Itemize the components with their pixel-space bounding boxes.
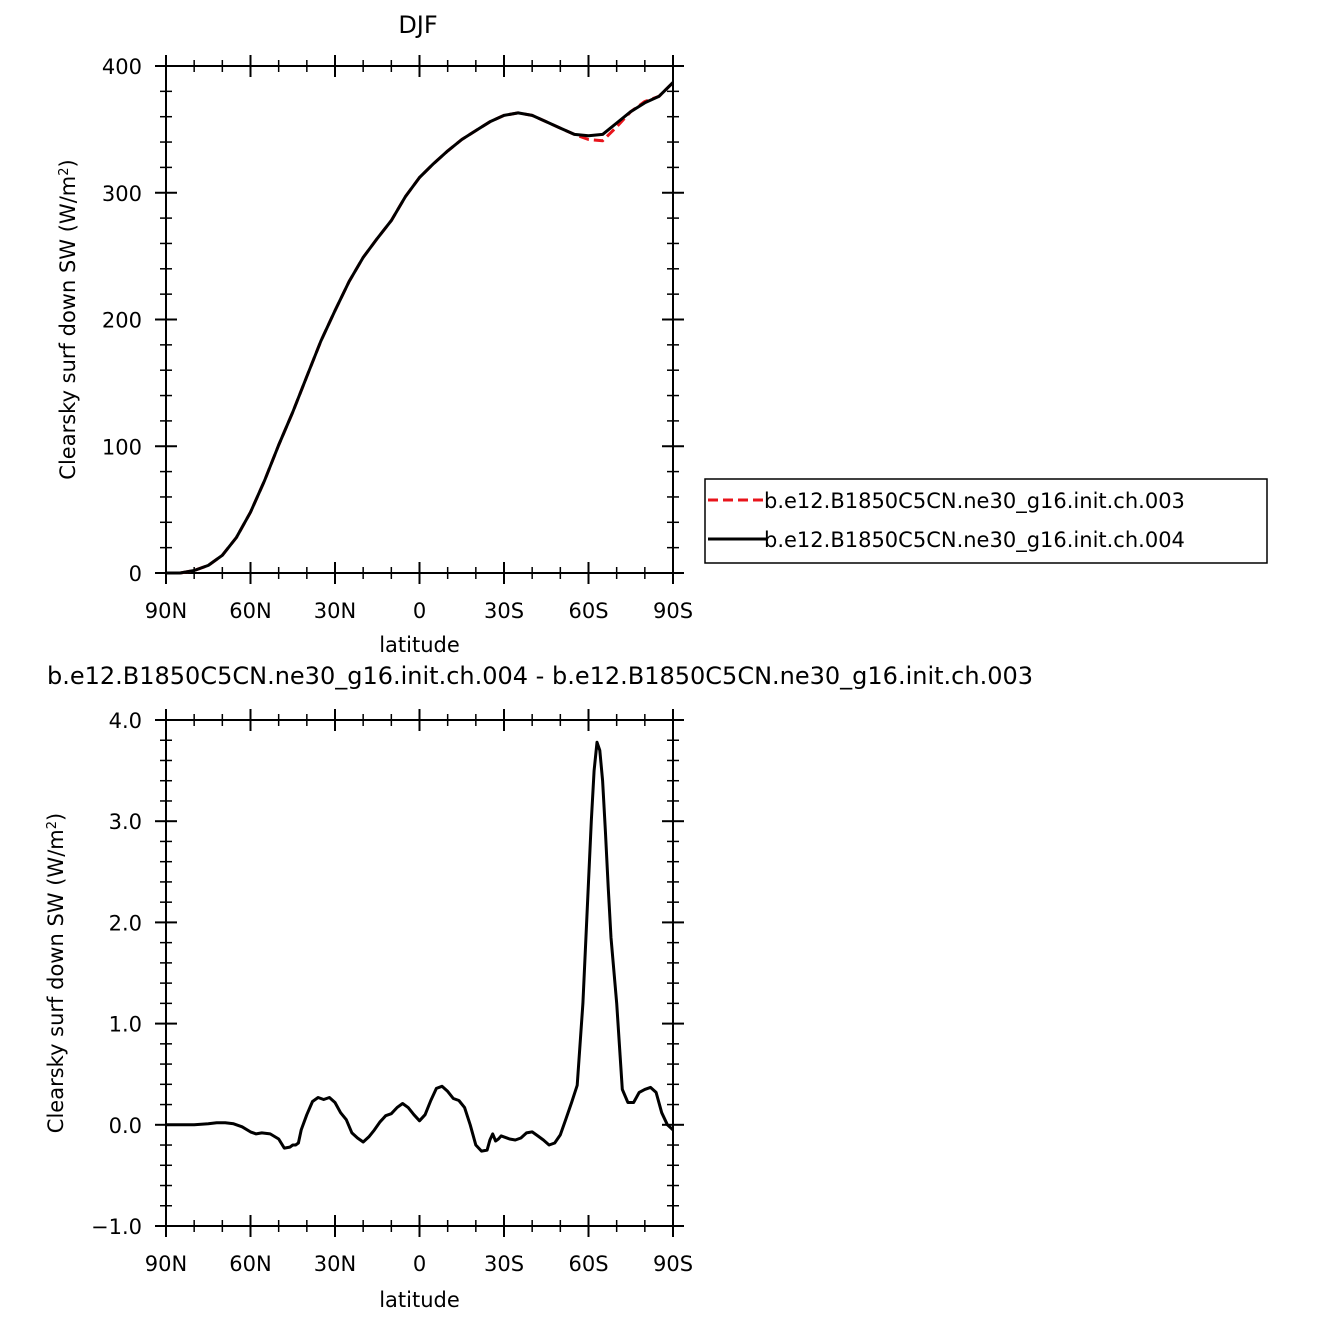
y-axis-label-superscript: 2 [57,167,72,175]
x-tick-label: 0 [413,599,426,623]
x-tick-label: 30S [484,599,524,623]
top-chart-tick-labels: 90N 60N 30N 0 30S 60S 90S 0 100 200 300 400 [102,55,693,623]
x-axis-label: latitude [379,633,460,657]
x-tick-label: 60N [229,1252,271,1276]
y-axis-label-close: ) [44,813,68,821]
y-axis-label-close: ) [56,159,80,167]
x-tick-label: 60N [229,599,271,623]
top-chart-ticks [155,55,684,584]
top-chart-series [166,81,675,575]
x-tick-label: 60S [568,599,608,623]
plot-frame [165,65,674,574]
y-axis-label-main: Clearsky surf down SW (W/m [44,829,68,1133]
y-axis-label: Clearsky surf down SW (W/m2) [56,159,80,479]
y-tick-label: 0 [129,562,142,586]
legend: b.e12.B1850C5CN.ne30_g16.init.ch.003 b.e… [704,478,1268,564]
y-tick-label: 4.0 [109,709,142,733]
chart-title: b.e12.B1850C5CN.ne30_g16.init.ch.004 - b… [47,662,1033,690]
y-tick-label: 2.0 [109,911,142,935]
y-tick-label: 400 [102,55,142,79]
y-axis-label: Clearsky surf down SW (W/m2) [44,813,68,1133]
plot-frame [165,719,674,1227]
chart-title: DJF [398,11,437,39]
bottom-chart-difference: b.e12.B1850C5CN.ne30_g16.init.ch.004 - b… [44,662,1033,1312]
y-tick-label: 3.0 [109,810,142,834]
series-line-004 [166,81,675,575]
legend-box [704,478,1268,564]
x-tick-label: 90S [653,599,693,623]
y-axis-label-main: Clearsky surf down SW (W/m [56,176,80,480]
x-tick-label: 90S [653,1252,693,1276]
y-tick-label: −1.0 [91,1215,142,1239]
top-chart-djf: DJF 90N 60N 30N 0 30S 60S 90S 0 100 200 300 400 lat… [56,11,1268,657]
x-tick-label: 30N [314,1252,356,1276]
bottom-chart-axes [165,719,674,1227]
y-tick-label: 200 [102,309,142,333]
series-line-003 [166,81,675,575]
y-tick-label: 300 [102,182,142,206]
x-tick-label: 90N [145,1252,187,1276]
legend-label-003: b.e12.B1850C5CN.ne30_g16.init.ch.003 [764,489,1185,514]
y-axis-label-superscript: 2 [45,821,60,829]
series-line-difference [166,740,675,1153]
x-tick-label: 30S [484,1252,524,1276]
top-chart-axes [165,65,674,574]
bottom-chart-series [166,740,675,1153]
x-axis-label: latitude [379,1288,460,1312]
x-tick-label: 60S [568,1252,608,1276]
y-tick-label: 1.0 [109,1013,142,1037]
y-tick-label: 0.0 [109,1114,142,1138]
x-tick-label: 90N [145,599,187,623]
bottom-chart-tick-labels: 90N 60N 30N 0 30S 60S 90S −1.0 0.0 1.0 2.0 3.0 4.0 [91,709,693,1276]
x-tick-label: 0 [413,1252,426,1276]
x-tick-label: 30N [314,599,356,623]
bottom-chart-ticks [155,709,684,1237]
y-tick-label: 100 [102,435,142,459]
legend-label-004: b.e12.B1850C5CN.ne30_g16.init.ch.004 [764,528,1185,553]
